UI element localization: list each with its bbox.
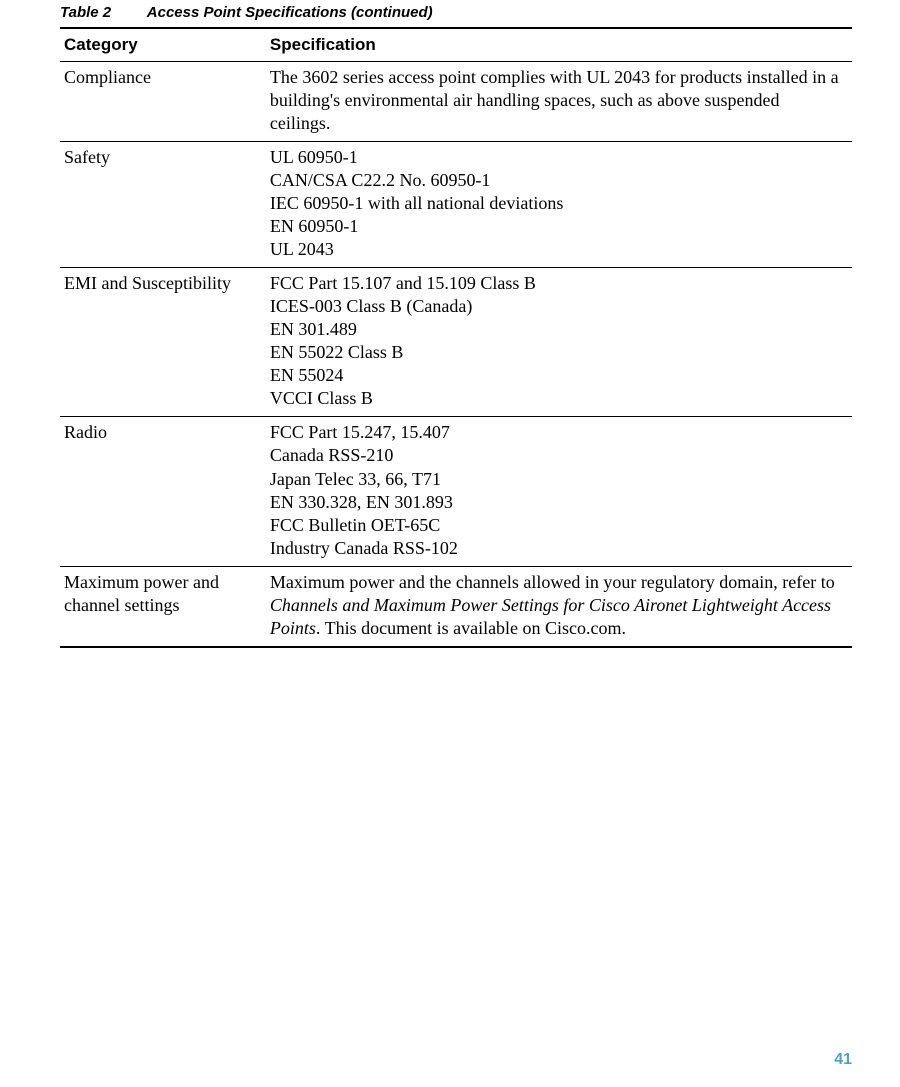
spec-line: EN 55024 (270, 364, 844, 387)
spec-line: EN 330.328, EN 301.893 (270, 491, 844, 514)
header-specification: Specification (266, 28, 852, 62)
table-row: Maximum power and channel settings Maxim… (60, 566, 852, 647)
cell-spec: FCC Part 15.107 and 15.109 Class B ICES-… (266, 268, 852, 417)
spec-line: FCC Part 15.247, 15.407 (270, 421, 844, 444)
spec-line: EN 60950-1 (270, 215, 844, 238)
spec-text-pre: Maximum power and the channels allowed i… (270, 572, 835, 592)
spec-line: VCCI Class B (270, 387, 844, 410)
spec-line: Canada RSS-210 (270, 444, 844, 467)
spec-line: CAN/CSA C22.2 No. 60950-1 (270, 169, 844, 192)
specifications-table: Category Specification Compliance The 36… (60, 27, 852, 648)
table-label: Table 2 (60, 4, 111, 21)
table-caption: Table 2 Access Point Specifications (con… (60, 4, 852, 21)
header-category: Category (60, 28, 266, 62)
cell-category: Radio (60, 417, 266, 566)
cell-category: Maximum power and channel settings (60, 566, 266, 647)
spec-line: Japan Telec 33, 66, T71 (270, 468, 844, 491)
table-row: Safety UL 60950-1 CAN/CSA C22.2 No. 6095… (60, 142, 852, 268)
spec-line: UL 60950-1 (270, 146, 844, 169)
cell-category: Compliance (60, 62, 266, 142)
cell-spec: Maximum power and the channels allowed i… (266, 566, 852, 647)
spec-line: FCC Bulletin OET-65C (270, 514, 844, 537)
spec-line: EN 55022 Class B (270, 341, 844, 364)
spec-text-post: . This document is available on Cisco.co… (316, 618, 626, 638)
page-number: 41 (834, 1051, 852, 1069)
cell-category: Safety (60, 142, 266, 268)
spec-line: ICES-003 Class B (Canada) (270, 295, 844, 318)
spec-line: FCC Part 15.107 and 15.109 Class B (270, 272, 844, 295)
cell-category: EMI and Susceptibility (60, 268, 266, 417)
spec-line: Industry Canada RSS-102 (270, 537, 844, 560)
spec-line: EN 301.489 (270, 318, 844, 341)
cell-spec: FCC Part 15.247, 15.407 Canada RSS-210 J… (266, 417, 852, 566)
cell-spec: The 3602 series access point complies wi… (266, 62, 852, 142)
table-row: Radio FCC Part 15.247, 15.407 Canada RSS… (60, 417, 852, 566)
table-row: Compliance The 3602 series access point … (60, 62, 852, 142)
table-title: Access Point Specifications (continued) (147, 4, 433, 21)
cell-spec: UL 60950-1 CAN/CSA C22.2 No. 60950-1 IEC… (266, 142, 852, 268)
spec-line: IEC 60950-1 with all national deviations (270, 192, 844, 215)
spec-line: UL 2043 (270, 238, 844, 261)
table-row: EMI and Susceptibility FCC Part 15.107 a… (60, 268, 852, 417)
